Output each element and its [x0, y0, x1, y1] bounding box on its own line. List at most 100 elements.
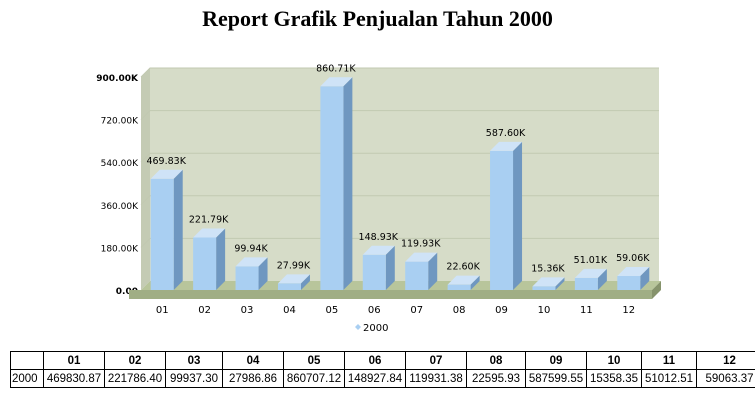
bar-side [428, 252, 438, 290]
x-tick-label: 08 [453, 305, 466, 316]
data-label: 860.71K [316, 63, 356, 74]
table-header-cell: 04 [222, 351, 284, 370]
table-header-cell: 08 [466, 351, 526, 370]
data-label: 27.99K [277, 260, 311, 271]
bar-top [532, 277, 565, 287]
x-tick-label: 01 [156, 305, 169, 316]
table-header-cell: 05 [283, 351, 345, 370]
table-header-cell: 06 [344, 351, 406, 370]
table-cell: 119931.38 [405, 369, 467, 388]
bar-top [490, 141, 523, 151]
bar [405, 261, 429, 290]
x-tick-label: 02 [198, 305, 211, 316]
data-label: 99.94K [234, 243, 268, 254]
gridline [140, 67, 659, 78]
table-header-cell: 11 [641, 351, 697, 370]
bar-side [258, 257, 268, 290]
bar-top [320, 77, 353, 87]
data-label: 51.01K [574, 255, 608, 266]
bar-top [617, 267, 650, 277]
table-cell: 469830.87 [43, 369, 105, 388]
table-cell: 99937.30 [165, 369, 223, 388]
data-label: 469.83K [146, 156, 186, 167]
table-header-cell: 12 [696, 351, 755, 370]
data-label: 59.06K [616, 253, 650, 264]
x-tick-label: 06 [368, 305, 381, 316]
table-cell: 22595.93 [466, 369, 526, 388]
legend-label: 2000 [363, 323, 388, 334]
data-label: 119.93K [401, 239, 441, 250]
bar [617, 276, 641, 290]
floor-front [129, 290, 652, 299]
gridline [140, 110, 659, 120]
floor-top [141, 281, 661, 290]
y-tick-label: 540.00K [101, 159, 139, 169]
bar-top [277, 274, 310, 284]
x-tick-label: 04 [283, 305, 296, 316]
data-label: 221.79K [189, 215, 229, 226]
table-header-cell: 03 [165, 351, 223, 370]
bar-side [640, 267, 650, 290]
table-header-cell [10, 351, 44, 370]
x-tick-label: 07 [410, 305, 423, 316]
y-tick-label: 900.00K [96, 74, 139, 84]
bar-side [597, 268, 607, 290]
table-cell: 59063.37 [696, 369, 755, 388]
gridline [140, 195, 659, 206]
table-cell: 148927.84 [344, 369, 406, 388]
bar [574, 277, 598, 290]
bar-top [193, 228, 226, 238]
data-label: 22.60K [446, 262, 480, 273]
bar-top [447, 275, 480, 285]
x-tick-label: 09 [495, 305, 508, 316]
table-row: 2000 469830.87 221786.40 99937.30 27986.86 86… [10, 369, 755, 388]
table-header-cell: 07 [405, 351, 467, 370]
x-tick-label: 03 [241, 305, 254, 316]
bar-top [235, 257, 268, 267]
data-label: 15.36K [531, 263, 565, 274]
bar-chart: 0.00 180.00K 360.00K 540.00K 720.00K 900.00K 4… [96, 63, 661, 334]
bar [362, 254, 386, 290]
legend-marker [355, 324, 361, 330]
bar-top [405, 252, 438, 262]
x-tick-label: 05 [326, 305, 339, 316]
x-tick-label: 12 [622, 305, 635, 316]
plot-back-wall [150, 68, 659, 281]
table-header-cell: 09 [525, 351, 587, 370]
table-cell: 221786.40 [104, 369, 166, 388]
gridline [140, 152, 659, 163]
table-header-cell: 01 [43, 351, 105, 370]
x-tick-label: 10 [538, 305, 551, 316]
y-tick-label: 720.00K [101, 117, 139, 127]
bar-top [574, 268, 607, 278]
data-label: 148.93K [359, 232, 399, 243]
y-tick-label: 360.00K [101, 202, 139, 212]
bar [320, 86, 344, 290]
table-cell: 15358.35 [586, 369, 642, 388]
table-row-header: 2000 [10, 369, 44, 388]
y-tick-label: 0.00 [116, 287, 138, 297]
bar [490, 150, 514, 290]
x-tick-label: 11 [580, 305, 593, 316]
bar [150, 178, 174, 290]
bar-side [385, 245, 395, 290]
plot-side-wall [141, 68, 150, 290]
bar-side [513, 141, 523, 290]
gridline [140, 237, 659, 248]
data-table: 01 02 03 04 05 06 07 08 09 10 11 12 2000 469830.87 22… [10, 351, 755, 388]
bar-top [362, 245, 395, 255]
bar-side [343, 77, 353, 290]
table-header-cell: 10 [586, 351, 642, 370]
data-label: 587.60K [486, 128, 526, 139]
bar [447, 284, 471, 290]
table-header-row: 01 02 03 04 05 06 07 08 09 10 11 12 [10, 351, 755, 370]
table-header-cell: 02 [104, 351, 166, 370]
bar-side [555, 277, 565, 290]
floor-side [652, 281, 661, 299]
page-title: Report Grafik Penjualan Tahun 2000 [202, 6, 553, 31]
bar [193, 237, 217, 290]
y-tick-label: 180.00K [101, 244, 139, 254]
bar [235, 266, 259, 290]
table-cell: 587599.55 [525, 369, 587, 388]
bar-side [300, 274, 310, 290]
